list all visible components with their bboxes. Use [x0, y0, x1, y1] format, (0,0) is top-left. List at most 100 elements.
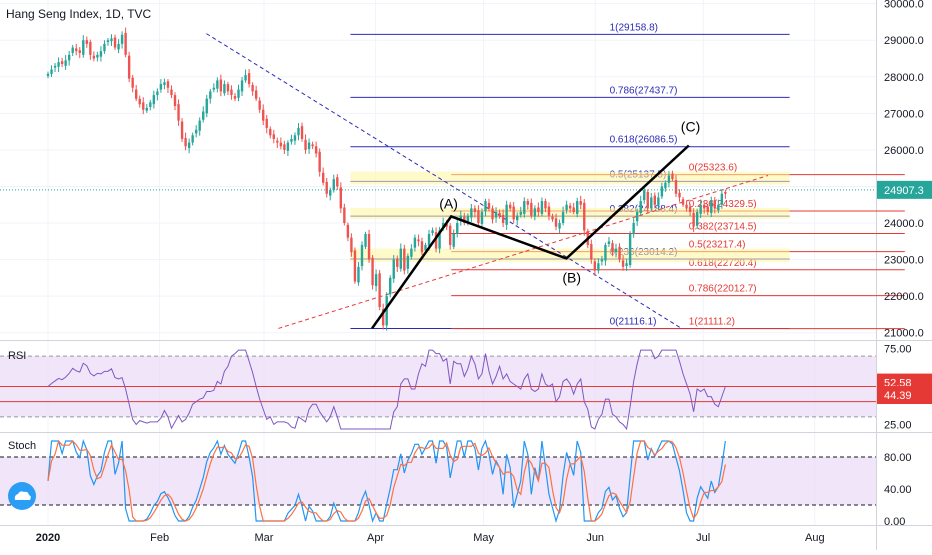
price-tick-label: 26000.0: [884, 145, 924, 157]
candle-body: [561, 212, 565, 224]
candle-body: [420, 241, 424, 253]
tradingview-logo[interactable]: [8, 482, 36, 510]
candle-body: [699, 204, 702, 214]
candle-body: [533, 208, 537, 217]
candle-body: [166, 81, 170, 88]
candle-body: [149, 102, 152, 107]
candle-body: [290, 138, 293, 142]
candle-body: [643, 190, 646, 201]
rsi-tick-label: 25.00: [884, 419, 912, 431]
time-tick-label: Aug: [805, 532, 825, 544]
candle-body: [120, 34, 124, 44]
candle-body: [491, 208, 494, 220]
candle-body: [378, 273, 381, 308]
candle-body: [650, 197, 653, 209]
candle-body: [554, 218, 558, 227]
candle-body: [202, 111, 205, 120]
candle-body: [233, 95, 237, 99]
wave-layer: (A) (B) (C): [370, 119, 700, 330]
candle-body: [318, 151, 321, 172]
fib-level-label: 0.618(22720.4): [689, 258, 757, 269]
price-tick-label: 21000.0: [884, 328, 924, 340]
candle-body: [332, 179, 335, 191]
candle-body: [67, 54, 71, 61]
candle-body: [145, 107, 148, 111]
candle-body: [487, 202, 491, 209]
candle-body: [325, 181, 328, 194]
candle-body: [226, 84, 230, 92]
candle-body: [272, 134, 275, 139]
candle-body: [50, 69, 53, 74]
candle-body: [170, 89, 173, 96]
price-tick-label: 29000.0: [884, 35, 924, 47]
rsi-value-badge: [877, 386, 932, 405]
candle-body: [452, 233, 455, 247]
fib-highlight-zone: [350, 171, 790, 185]
candle-body: [519, 212, 522, 215]
candle-body: [329, 190, 332, 196]
candle-body: [75, 48, 78, 52]
time-tick-label: Apr: [367, 532, 384, 544]
candle-body: [572, 207, 575, 213]
candle-body: [230, 89, 233, 96]
chart-title: Hang Seng Index, 1D, TVC: [6, 7, 152, 21]
candle-body: [674, 180, 678, 194]
candle-body: [396, 258, 399, 267]
rsi-line: [47, 349, 726, 431]
candle-body: [311, 144, 314, 147]
candle-body: [614, 248, 618, 253]
candle-body: [597, 263, 600, 271]
candle-body: [127, 55, 131, 79]
candle-body: [508, 204, 512, 209]
candle-body: [724, 191, 727, 194]
candle-body: [695, 212, 699, 226]
candle-body: [558, 223, 561, 229]
rsi-layer: RSI: [0, 349, 876, 431]
candle-body: [720, 193, 724, 205]
candle-body: [501, 214, 505, 224]
candle-body: [173, 95, 177, 107]
candle-body: [544, 201, 547, 209]
candle-body: [512, 206, 515, 220]
candle-body: [82, 40, 85, 55]
candle-body: [590, 244, 593, 260]
candle-body: [247, 73, 251, 85]
price-tick-label: 27000.0: [884, 108, 924, 120]
candle-body: [276, 140, 279, 143]
candle-body: [339, 187, 343, 209]
candle-body: [667, 175, 671, 183]
time-tick-label: 2020: [36, 532, 60, 544]
trend-line-down: [206, 33, 682, 329]
candle-body: [381, 308, 385, 326]
candle-body: [484, 201, 487, 212]
candle-body: [336, 177, 339, 187]
candle-body: [431, 230, 434, 234]
candle-body: [135, 89, 138, 99]
candle-body: [413, 237, 417, 248]
time-tick-label: Jun: [586, 532, 604, 544]
candle-body: [385, 296, 388, 326]
time-tick-label: May: [473, 532, 494, 544]
candle-body: [85, 40, 89, 44]
candle-body: [576, 201, 579, 214]
candle-body: [152, 95, 156, 105]
candle-body: [159, 84, 163, 90]
candle-body: [505, 204, 508, 225]
candle-body: [106, 40, 110, 43]
candle-body: [653, 195, 657, 205]
last-price-badge: [877, 180, 932, 199]
price-tick-label: 22000.0: [884, 291, 924, 303]
candle-body: [304, 139, 307, 150]
candle-body: [46, 73, 50, 77]
last-price-label: 24907.3: [884, 185, 924, 197]
candle-body: [113, 37, 117, 48]
candle-body: [470, 208, 473, 218]
candle-body: [710, 201, 713, 213]
stoch-label: Stoch: [8, 440, 36, 452]
fib-level-label: 0(21116.1): [610, 316, 657, 327]
candle-body: [526, 201, 530, 205]
candle-body: [138, 98, 141, 105]
cloud-icon: [14, 491, 31, 500]
candle-body: [463, 216, 466, 224]
